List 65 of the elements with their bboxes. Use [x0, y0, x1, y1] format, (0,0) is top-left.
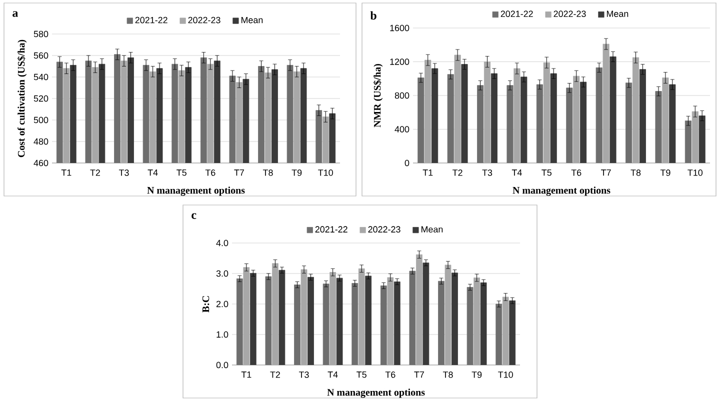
x-tick-label: T1: [61, 169, 72, 176]
legend-label: 2022-23: [188, 16, 220, 24]
x-tick-label: T7: [414, 371, 424, 378]
x-tick-label: T3: [298, 371, 309, 378]
y-tick-label: 3.0: [216, 270, 228, 277]
x-tick-label: T1: [241, 371, 252, 378]
x-tick-label: T10: [688, 169, 703, 176]
x-tick-label: T5: [176, 169, 186, 176]
x-tick-label: T8: [262, 169, 273, 176]
y-tick-label: 500: [34, 116, 48, 124]
x-tick-label: T10: [318, 169, 333, 176]
y-tick-label: 400: [394, 126, 410, 132]
text: b: [370, 11, 376, 20]
x-axis-title: N management options: [512, 186, 610, 196]
y-tick-label: 0: [404, 160, 410, 166]
y-tick-label: 580: [34, 30, 48, 38]
x-tick-label: T2: [90, 169, 100, 176]
legend-label: 2021-22: [500, 10, 533, 17]
legend-label: Mean: [421, 226, 443, 232]
y-axis-title: B:C: [202, 296, 210, 312]
x-tick-label: T6: [571, 169, 582, 176]
x-tick-label: T6: [385, 371, 396, 378]
x-tick-label: T8: [630, 169, 641, 176]
y-tick-label: 520: [34, 95, 48, 102]
x-tick-label: T8: [442, 371, 453, 378]
legend-label: Mean: [606, 10, 628, 17]
x-tick-label: T3: [482, 169, 492, 176]
x-tick-label: T3: [118, 169, 129, 176]
text: c: [192, 213, 196, 219]
legend-label: 2022-23: [368, 226, 400, 232]
x-tick-label: T5: [542, 169, 552, 176]
y-tick-label: 540: [34, 74, 48, 80]
y-tick-label: 460: [34, 160, 48, 166]
y-axis-title: NMR (US$/ha): [373, 64, 383, 128]
y-tick-label: 480: [34, 138, 48, 145]
x-tick-label: T7: [234, 169, 244, 176]
legend-label: 2021-22: [315, 226, 348, 232]
x-tick-label: T10: [498, 371, 513, 378]
x-tick-label: T5: [356, 371, 366, 378]
x-tick-label: T6: [205, 169, 216, 176]
x-axis-title: N management options: [327, 388, 425, 398]
text: a: [12, 11, 18, 17]
legend-label: 2021-22: [135, 16, 168, 24]
y-tick-label: 1200: [390, 58, 410, 65]
x-tick-label: T9: [660, 169, 670, 176]
x-tick-label: T1: [422, 169, 433, 176]
x-tick-label: T7: [601, 169, 611, 176]
legend-label: 2022-23: [554, 10, 586, 17]
x-axis-title: N management options: [147, 186, 245, 196]
y-tick-label: 1600: [390, 24, 410, 32]
y-tick-label: 800: [394, 92, 410, 99]
x-tick-label: T9: [292, 169, 302, 176]
y-tick-label: 1.0: [216, 331, 228, 338]
x-tick-label: T4: [328, 371, 338, 378]
x-tick-label: T4: [512, 169, 522, 176]
y-tick-label: 2.0: [216, 300, 228, 308]
y-tick-label: 0.0: [216, 362, 228, 368]
y-axis-title: Cost of cultivation (US$/ha): [17, 40, 27, 158]
x-tick-label: T2: [452, 169, 462, 176]
x-tick-label: T2: [270, 371, 280, 378]
y-tick-label: 4.0: [216, 240, 228, 246]
x-tick-label: T9: [472, 371, 482, 378]
y-tick-label: 560: [34, 52, 48, 59]
legend-label: Mean: [241, 16, 263, 24]
x-tick-label: T4: [148, 169, 158, 176]
